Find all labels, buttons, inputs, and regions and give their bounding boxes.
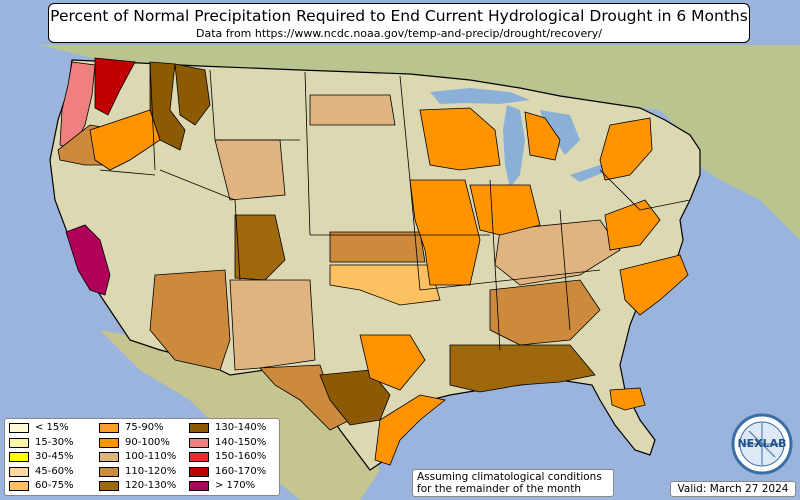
legend-item: 120-130%	[99, 480, 176, 494]
region-florida-north	[609, 387, 646, 411]
map-title: Percent of Normal Precipitation Required…	[50, 7, 748, 25]
legend-item: 160-170%	[189, 466, 266, 480]
region-new-york	[599, 117, 653, 181]
title-box: Percent of Normal Precipitation Required…	[48, 3, 750, 43]
legend-label: 100-110%	[125, 451, 177, 462]
legend-swatch	[189, 423, 209, 433]
legend-label: < 15%	[35, 422, 69, 433]
region-new-mexico	[229, 279, 316, 371]
legend-swatch	[99, 481, 119, 491]
legend-label: 120-130%	[125, 480, 177, 491]
legend-label: 110-120%	[125, 465, 177, 477]
region-carolinas	[619, 254, 689, 316]
region-arizona	[149, 269, 231, 371]
legend-swatch	[189, 452, 209, 462]
legend-swatch	[9, 423, 29, 433]
legend-label: 45-60%	[35, 465, 74, 477]
globe-logo-icon: NEXLAB	[731, 413, 793, 475]
region-kansas	[329, 231, 426, 263]
region-north-dakota	[309, 94, 396, 126]
note-line-1: Assuming climatological conditions	[417, 471, 602, 483]
region-gulf-coast	[449, 344, 596, 393]
legend-item: 100-110%	[99, 451, 176, 465]
legend-swatch	[99, 452, 119, 462]
lake-michigan	[503, 105, 525, 188]
valid-date: Valid: March 27 2024	[670, 481, 796, 497]
legend-swatch	[99, 466, 119, 477]
region-michigan	[524, 111, 561, 161]
legend-swatch	[189, 437, 209, 448]
legend-swatch	[189, 466, 209, 477]
legend-item: > 170%	[189, 480, 255, 494]
region-colorado-west	[234, 214, 286, 281]
legend-item: 45-60%	[9, 466, 74, 480]
legend-swatch	[9, 452, 29, 462]
region-illinois-indiana	[469, 184, 541, 236]
legend-label: 30-45%	[35, 451, 74, 462]
legend-item: 15-30%	[9, 437, 74, 451]
legend-label: 130-140%	[215, 422, 267, 433]
legend-item: 150-160%	[189, 451, 266, 465]
region-texas-west	[259, 364, 351, 431]
legend-swatch	[9, 466, 29, 477]
legend-label: > 170%	[215, 480, 256, 491]
region-minnesota-wisconsin	[419, 107, 501, 171]
state-borders	[99, 61, 691, 351]
legend-label: 75-90%	[125, 422, 164, 433]
region-iowa-missouri	[409, 179, 481, 286]
legend-swatch	[9, 481, 29, 491]
legend-item: 90-100%	[99, 437, 170, 451]
legend: < 15% 15-30% 30-45% 45-60% 60-75% 75-90% 90-10…	[4, 418, 280, 496]
legend-label: 60-75%	[35, 480, 74, 491]
map-subtitle: Data from https://www.ncdc.noaa.gov/temp…	[196, 27, 602, 40]
region-oregon-east	[89, 109, 161, 171]
legend-swatch	[9, 437, 29, 448]
legend-swatch	[99, 423, 119, 433]
legend-label: 160-170%	[215, 465, 267, 477]
legend-item: 140-150%	[189, 437, 266, 451]
region-texas-north	[359, 334, 426, 391]
canada-land	[40, 45, 800, 240]
region-texas-gulf	[374, 394, 446, 466]
legend-item: 130-140%	[189, 422, 266, 436]
assumption-note: Assuming climatological conditions for t…	[412, 469, 614, 497]
legend-item: 75-90%	[99, 422, 164, 436]
mexico-land	[100, 330, 380, 500]
region-southeast	[489, 279, 601, 346]
legend-swatch	[189, 481, 209, 491]
legend-label: 90-100%	[125, 436, 170, 448]
region-washington-cascades	[94, 57, 136, 116]
lake-huron	[540, 110, 580, 155]
legend-label: 140-150%	[215, 436, 267, 448]
legend-item: 110-120%	[99, 466, 176, 480]
logo-text: NEXLAB	[737, 437, 786, 450]
legend-item: < 15%	[9, 422, 69, 436]
legend-label: 15-30%	[35, 436, 74, 448]
lake-superior	[430, 88, 530, 104]
note-line-2: for the remainder of the month	[417, 483, 582, 495]
region-virginia	[604, 199, 661, 251]
legend-swatch	[99, 437, 119, 448]
region-california-central-valley	[65, 224, 111, 296]
legend-item: 30-45%	[9, 451, 74, 465]
legend-item: 60-75%	[9, 480, 74, 494]
legend-label: 150-160%	[215, 451, 267, 462]
region-montana-west	[174, 63, 211, 126]
